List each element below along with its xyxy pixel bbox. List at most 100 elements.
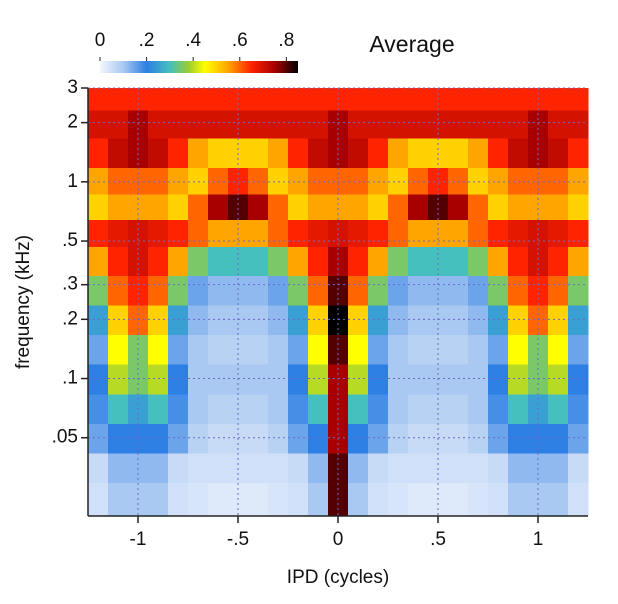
heatmap-cell	[488, 137, 509, 168]
heatmap-cell	[208, 482, 229, 517]
heatmap-cell	[488, 304, 509, 336]
chart-title: Average	[369, 31, 454, 57]
heatmap-cell	[288, 109, 309, 139]
heatmap-cell	[108, 423, 129, 454]
heatmap-cell	[428, 167, 449, 195]
heatmap-cell	[408, 219, 429, 248]
heatmap-cell	[548, 334, 569, 365]
heatmap-cell	[408, 246, 429, 276]
colorbar-tick-label: .6	[232, 30, 248, 51]
heatmap-cell	[168, 167, 189, 195]
heatmap-cell	[368, 167, 389, 195]
heatmap-cell	[308, 246, 329, 276]
heatmap-cell	[188, 137, 209, 168]
heatmap-cell	[308, 393, 329, 424]
heatmap-cell	[108, 275, 129, 306]
heatmap-cell	[548, 109, 569, 139]
heatmap-cell	[448, 482, 469, 517]
heatmap-cell	[88, 482, 109, 517]
heatmap-cell	[188, 452, 209, 484]
heatmap-cell	[308, 452, 329, 484]
heatmap-cell	[188, 109, 209, 139]
heatmap-cell	[288, 334, 309, 365]
heatmap-cell	[248, 246, 269, 276]
heatmap-cell	[168, 452, 189, 484]
heatmap-cell	[488, 109, 509, 139]
heatmap-cell	[308, 194, 329, 221]
heatmap-cell	[108, 137, 129, 168]
heatmap-cell	[408, 452, 429, 484]
heatmap-cell	[188, 246, 209, 276]
heatmap-cell	[248, 137, 269, 168]
colorbar-tick-label: .2	[139, 30, 155, 51]
heatmap-cell	[108, 482, 129, 517]
heatmap-cell	[508, 334, 529, 365]
colorbar	[100, 61, 298, 73]
heatmap-cell	[488, 167, 509, 195]
heatmap-cell	[348, 137, 369, 168]
heatmap-cell	[488, 88, 509, 111]
heatmap-cell	[448, 364, 469, 395]
heatmap-cell	[548, 246, 569, 276]
heatmap-cell	[228, 167, 249, 195]
heatmap-cell	[488, 219, 509, 248]
heatmap-cell	[368, 246, 389, 276]
heatmap-cell	[488, 194, 509, 221]
heatmap-cell	[208, 194, 229, 221]
heatmap-cell	[408, 194, 429, 221]
heatmap-cell	[268, 364, 289, 395]
heatmap-cell	[268, 452, 289, 484]
heatmap-cell	[368, 109, 389, 139]
heatmap-cell	[428, 275, 449, 306]
heatmap-cell	[408, 334, 429, 365]
heatmap-cell	[188, 423, 209, 454]
heatmap-cell	[468, 304, 489, 336]
heatmap-cell	[508, 304, 529, 336]
heatmap-cell	[448, 304, 469, 336]
heatmap-cell	[468, 334, 489, 365]
heatmap-cell	[268, 246, 289, 276]
heatmap-cell	[348, 88, 369, 111]
heatmap-cell	[108, 88, 129, 111]
heatmap-cell	[248, 452, 269, 484]
heatmap-cell	[148, 219, 169, 248]
heatmap-cell	[88, 246, 109, 276]
heatmap-cell	[268, 423, 289, 454]
heatmap-cell	[568, 452, 589, 484]
heatmap-cell	[388, 423, 409, 454]
heatmap-cell	[468, 423, 489, 454]
y-axis-label: frequency (kHz)	[13, 235, 34, 369]
heatmap-cell	[568, 423, 589, 454]
heatmap-cell	[308, 482, 329, 517]
heatmap-cell	[468, 393, 489, 424]
heatmap-cell	[168, 393, 189, 424]
heatmap-cell	[288, 275, 309, 306]
heatmap-cell	[268, 275, 289, 306]
heatmap-cell	[88, 364, 109, 395]
heatmap-cell	[88, 304, 109, 336]
heatmap-cell	[328, 246, 349, 276]
heatmap-cell	[468, 137, 489, 168]
heatmap-cell	[248, 88, 269, 111]
heatmap-cell	[268, 137, 289, 168]
heatmap-cell	[168, 334, 189, 365]
heatmap-cell	[448, 275, 469, 306]
heatmap-cell	[288, 452, 309, 484]
heatmap-cell	[148, 364, 169, 395]
heatmap-cell	[448, 246, 469, 276]
heatmap-cell	[508, 423, 529, 454]
heatmap-cell	[288, 194, 309, 221]
heatmap-cell	[148, 275, 169, 306]
heatmap-cell	[528, 137, 549, 168]
heatmap-cell	[268, 393, 289, 424]
heatmap-cell	[548, 393, 569, 424]
heatmap-cell	[568, 364, 589, 395]
heatmap-cell	[88, 194, 109, 221]
heatmap-cell	[88, 137, 109, 168]
heatmap-cell	[328, 194, 349, 221]
heatmap-cell	[288, 88, 309, 111]
heatmap-cell	[108, 304, 129, 336]
heatmap-cell	[248, 304, 269, 336]
heatmap-cell	[188, 167, 209, 195]
heatmap-cell	[308, 109, 329, 139]
